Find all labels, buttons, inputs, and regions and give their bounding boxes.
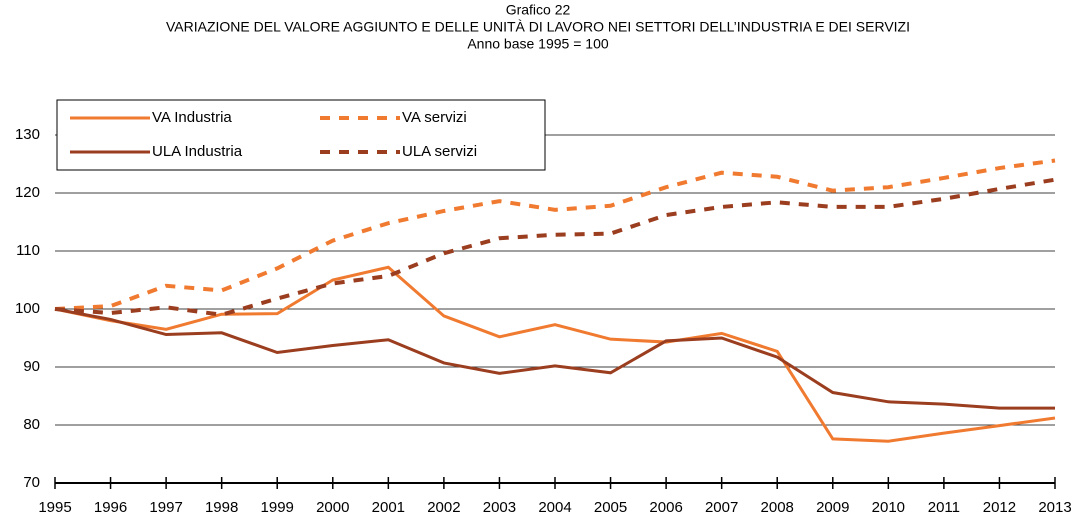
- y-tick-label: 110: [16, 242, 40, 259]
- x-tick-label: 2006: [649, 499, 682, 516]
- legend-label: ULA Industria: [152, 143, 243, 160]
- legend-label: VA Industria: [152, 109, 232, 126]
- y-tick-label: 100: [15, 300, 40, 317]
- x-tick-label: 2000: [316, 499, 349, 516]
- series-line: [54, 177, 1056, 317]
- x-tick-label: 2008: [761, 499, 794, 516]
- x-tick-label: 2002: [427, 499, 460, 516]
- x-tick-label: 2012: [983, 499, 1016, 516]
- x-tick-label: 1999: [261, 499, 294, 516]
- y-tick-label: 70: [23, 474, 40, 491]
- series-line: [54, 158, 1056, 311]
- x-tick-label: 1997: [149, 499, 182, 516]
- series-line: [54, 307, 1055, 410]
- chart-title: Anno base 1995 = 100: [467, 36, 609, 52]
- y-tick-label: 120: [15, 184, 40, 201]
- legend-box: [56, 99, 546, 171]
- x-tick-label: 2011: [928, 499, 960, 516]
- chart-title: Grafico 22: [506, 2, 571, 18]
- x-tick-label: 2007: [705, 499, 738, 516]
- y-tick-label: 80: [23, 416, 40, 433]
- x-tick-label: 2009: [816, 499, 849, 516]
- series-line: [54, 265, 1056, 443]
- y-tick-label: 130: [15, 126, 40, 143]
- x-tick-label: 1998: [205, 499, 238, 516]
- x-tick-label: 2003: [483, 499, 516, 516]
- x-tick-label: 1995: [38, 499, 71, 516]
- legend-label: VA servizi: [402, 109, 467, 126]
- x-tick-label: 2005: [594, 499, 627, 516]
- x-tick-label: 2013: [1038, 499, 1071, 516]
- x-tick-label: 2010: [872, 499, 905, 516]
- y-tick-label: 90: [23, 358, 40, 375]
- legend-label: ULA servizi: [402, 143, 477, 160]
- x-tick-label: 2001: [372, 499, 405, 516]
- x-tick-label: 2004: [538, 499, 571, 516]
- chart-title: VARIAZIONE DEL VALORE AGGIUNTO E DELLE U…: [166, 19, 910, 35]
- x-tick-label: 1996: [94, 499, 127, 516]
